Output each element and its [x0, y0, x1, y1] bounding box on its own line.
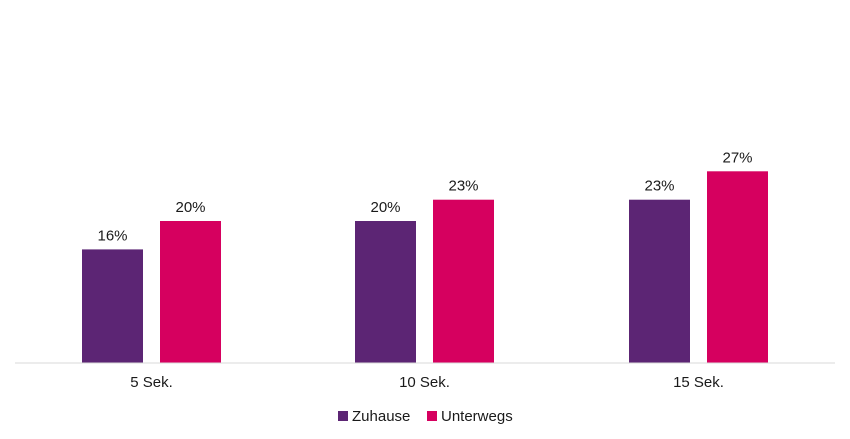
- data-label-unterwegs-5-sek: 20%: [175, 199, 205, 216]
- data-label-zuhause-5-sek: 16%: [97, 227, 127, 244]
- x-tick-labels-group: 5 Sek. 10 Sek. 15 Sek.: [130, 374, 724, 391]
- bar-unterwegs-5-sek: [160, 221, 221, 363]
- legend: Zuhause Unterwegs: [338, 408, 513, 425]
- legend-swatch-zuhause: [338, 411, 348, 421]
- value-labels-group: 16% 20% 20% 23% 23% 27%: [97, 149, 752, 244]
- x-tick-label: 15 Sek.: [673, 374, 724, 391]
- bar-zuhause-10-sek: [355, 221, 416, 363]
- data-label-unterwegs-15-sek: 27%: [722, 149, 752, 166]
- legend-swatch-unterwegs: [427, 411, 437, 421]
- bar-unterwegs-15-sek: [707, 171, 768, 363]
- data-label-unterwegs-10-sek: 23%: [448, 178, 478, 195]
- data-label-zuhause-15-sek: 23%: [644, 178, 674, 195]
- bar-unterwegs-10-sek: [433, 199, 494, 363]
- x-tick-label: 10 Sek.: [399, 374, 450, 391]
- legend-label-unterwegs: Unterwegs: [441, 408, 513, 425]
- legend-label-zuhause: Zuhause: [352, 408, 410, 425]
- bar-zuhause-5-sek: [82, 249, 143, 363]
- x-tick-label: 5 Sek.: [130, 374, 173, 391]
- bar-zuhause-15-sek: [629, 199, 690, 363]
- legend-item-zuhause: Zuhause: [338, 408, 410, 425]
- legend-item-unterwegs: Unterwegs: [427, 408, 513, 425]
- bars-group: [82, 171, 768, 363]
- data-label-zuhause-10-sek: 20%: [370, 199, 400, 216]
